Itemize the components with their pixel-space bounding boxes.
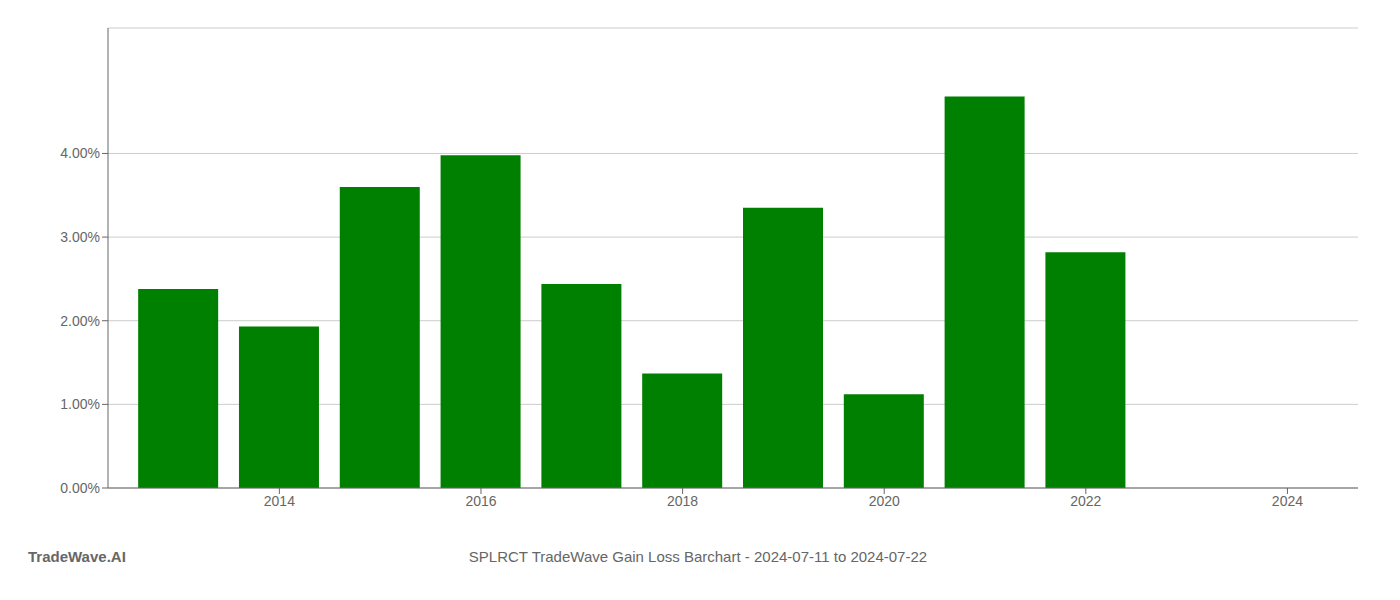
svg-text:2014: 2014 <box>264 493 295 509</box>
svg-text:2024: 2024 <box>1272 493 1303 509</box>
svg-text:1.00%: 1.00% <box>60 396 100 412</box>
svg-text:2018: 2018 <box>667 493 698 509</box>
svg-text:2016: 2016 <box>465 493 496 509</box>
svg-text:2.00%: 2.00% <box>60 313 100 329</box>
html-text:TradeWave.AI: TradeWave.AI <box>28 548 126 565</box>
svg-text:4.00%: 4.00% <box>60 145 100 161</box>
svg-text:3.00%: 3.00% <box>60 229 100 245</box>
svg-text:2020: 2020 <box>869 493 900 509</box>
html-text:SPLRCT TradeWave Gain Loss Bar: SPLRCT TradeWave Gain Loss Barchart - 20… <box>468 548 928 565</box>
svg-text:0.00%: 0.00% <box>60 480 100 496</box>
svg-text:2022: 2022 <box>1070 493 1101 509</box>
